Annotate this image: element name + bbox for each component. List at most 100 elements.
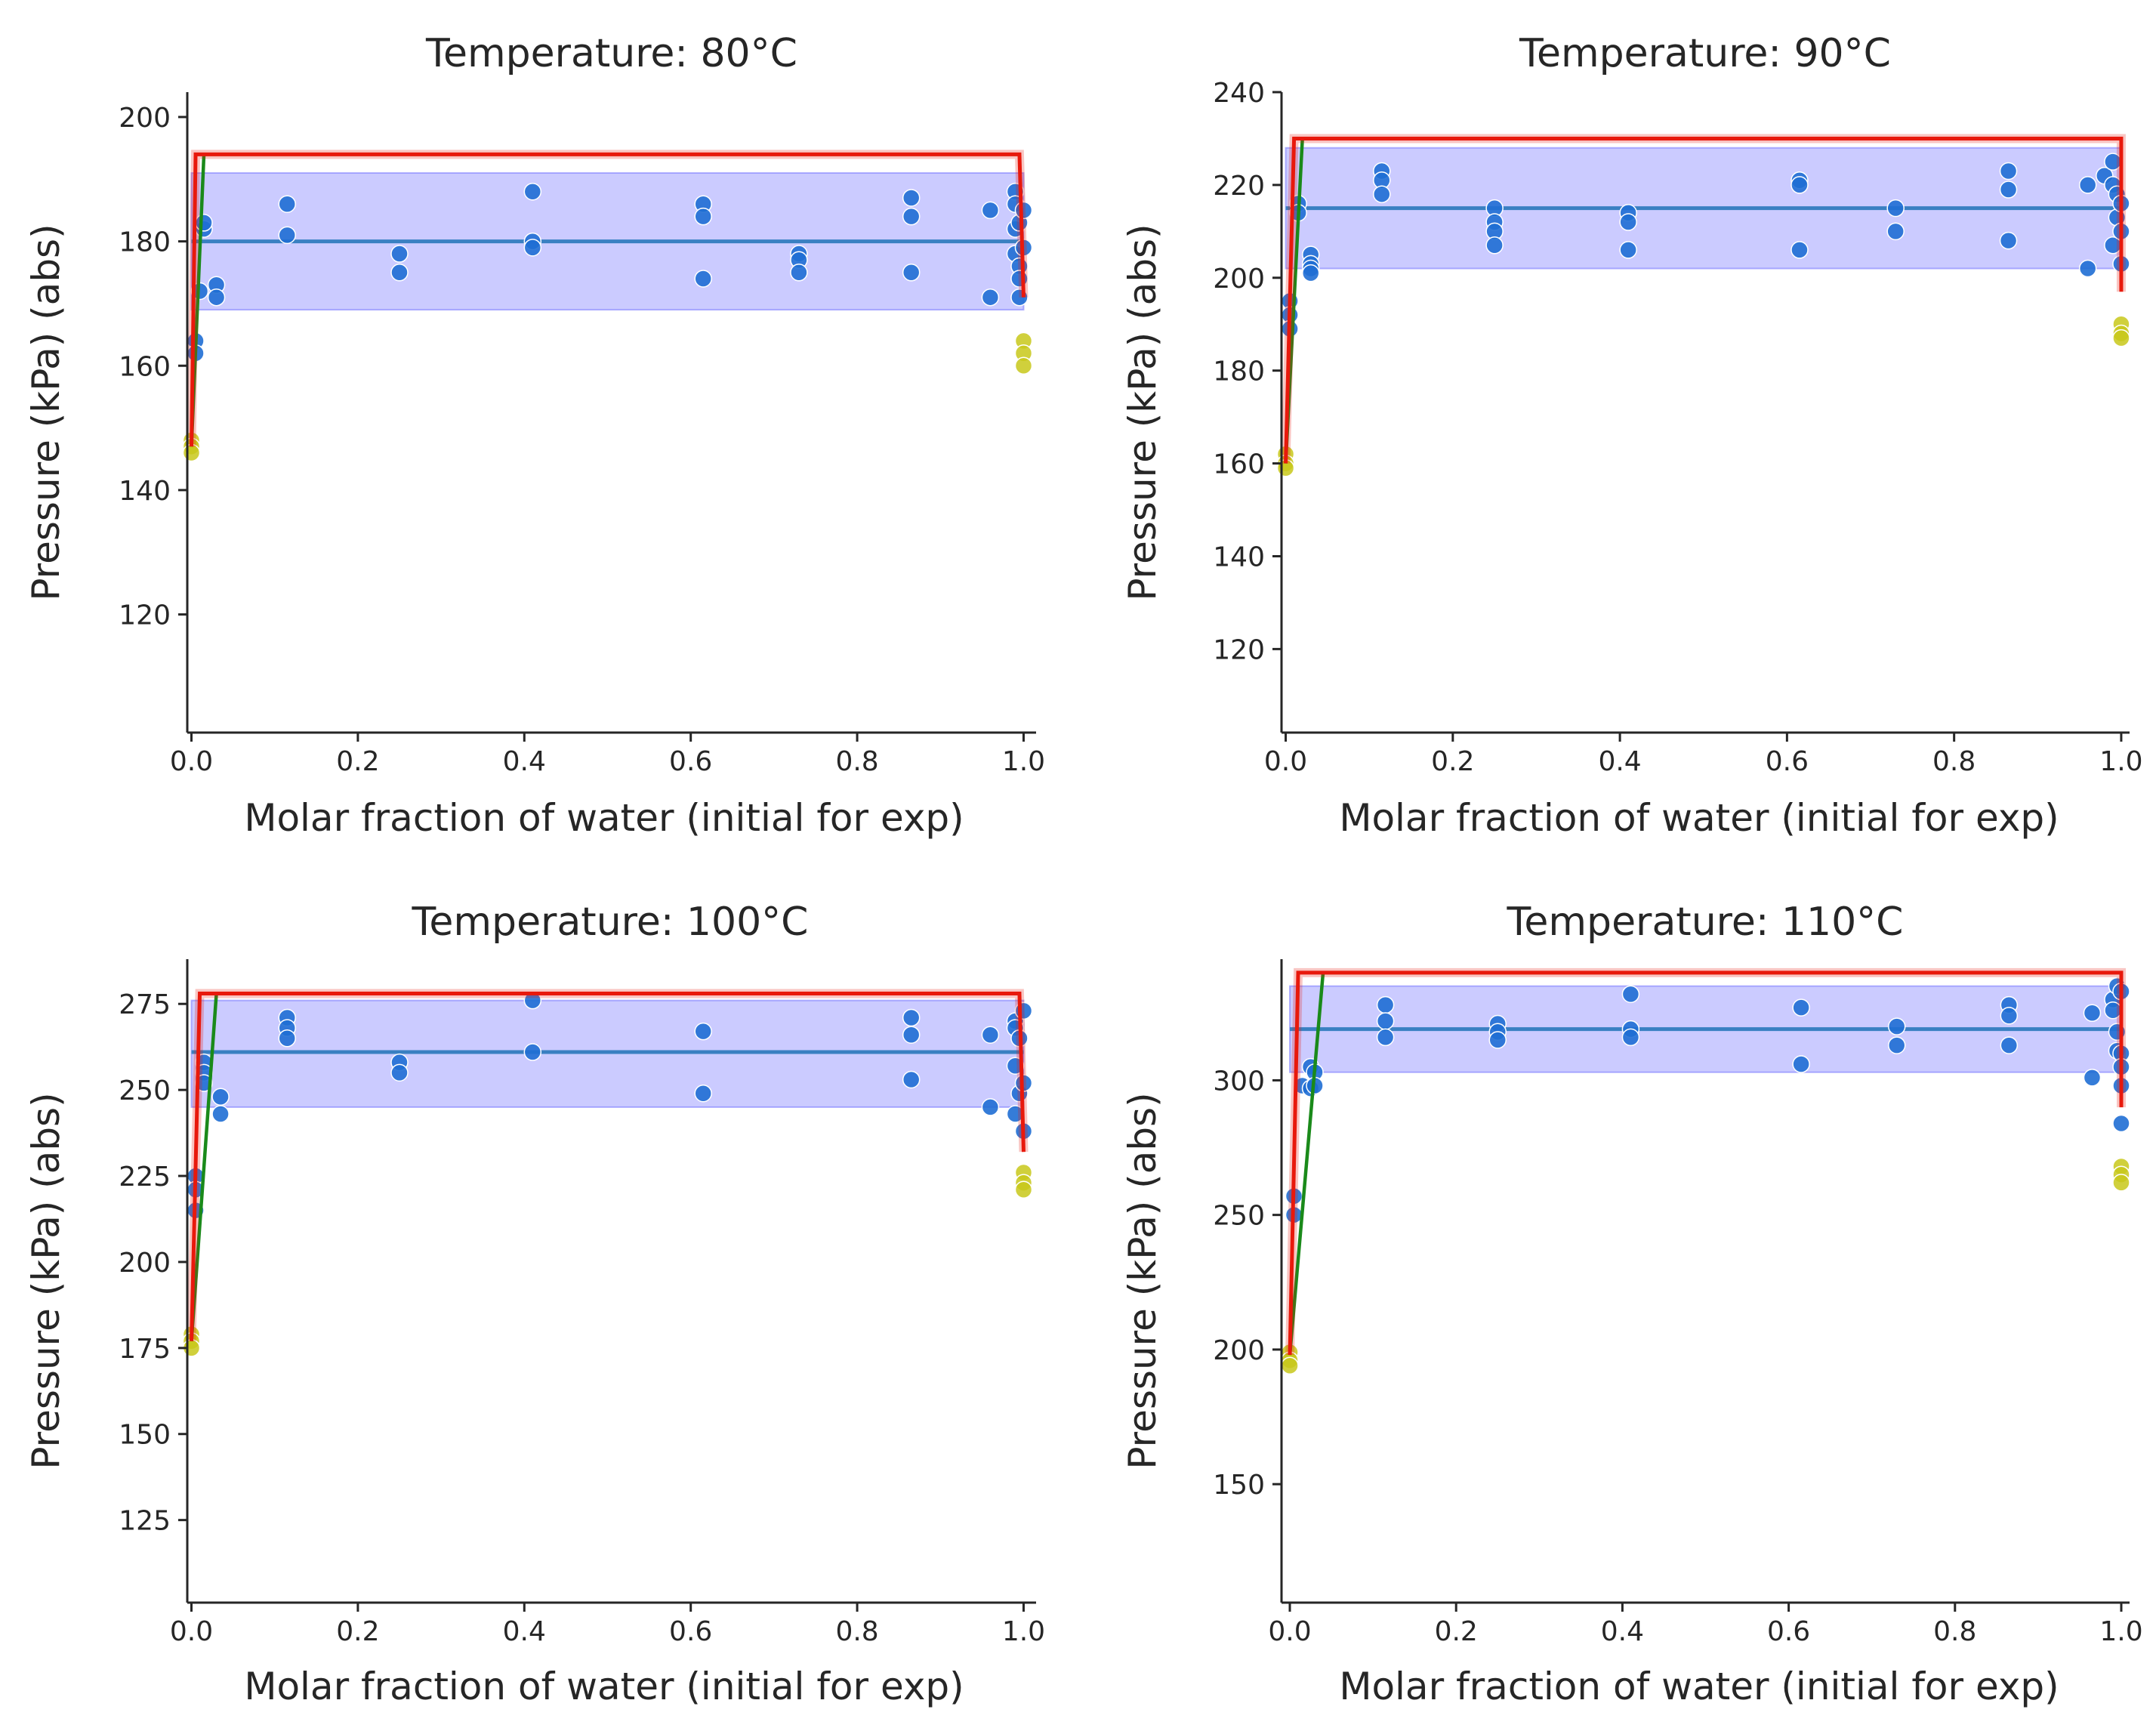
y-tick-label: 125 bbox=[119, 1506, 171, 1537]
exp-point bbox=[1621, 1028, 1640, 1047]
x-tick-label: 0.8 bbox=[1932, 746, 1976, 777]
x-tick-label: 0.8 bbox=[1933, 1616, 1976, 1647]
y-tick-label: 120 bbox=[119, 600, 171, 631]
x-tick-label: 0.0 bbox=[170, 1616, 213, 1647]
x-tick-label: 0.2 bbox=[336, 1616, 379, 1647]
exp-point bbox=[694, 207, 712, 226]
exp-point bbox=[1619, 241, 1637, 259]
x-axis-label: Molar fraction of water (initial for exp… bbox=[1339, 1665, 2059, 1708]
exp-point bbox=[2112, 1114, 2130, 1133]
y-tick-label: 220 bbox=[1213, 171, 1265, 202]
x-tick-label: 0.0 bbox=[1264, 746, 1307, 777]
pure-point bbox=[2112, 1174, 2130, 1192]
exp-point bbox=[523, 182, 542, 201]
x-axis-label: Molar fraction of water (initial for exp… bbox=[1339, 796, 2059, 840]
x-tick-label: 0.4 bbox=[1601, 1616, 1644, 1647]
exp-point bbox=[1790, 176, 1809, 194]
x-tick-label: 0.6 bbox=[1767, 1616, 1810, 1647]
exp-point bbox=[694, 1022, 712, 1041]
chart-title: Temperature: 80°C bbox=[425, 31, 797, 76]
exp-point bbox=[211, 1105, 230, 1123]
y-tick-label: 180 bbox=[1213, 356, 1265, 387]
exp-point bbox=[902, 264, 921, 282]
x-tick-label: 1.0 bbox=[2099, 1616, 2142, 1647]
x-tick-label: 0.2 bbox=[336, 746, 379, 777]
exp-point bbox=[1886, 222, 1905, 241]
exp-point bbox=[207, 288, 226, 307]
x-tick-label: 0.0 bbox=[1268, 1616, 1311, 1647]
pure-point bbox=[1281, 1356, 1299, 1375]
exp-point bbox=[981, 1098, 1000, 1116]
y-tick-label: 160 bbox=[1213, 449, 1265, 480]
exp-point bbox=[2078, 259, 2097, 278]
pure-point bbox=[182, 443, 201, 462]
exp-point bbox=[902, 1070, 921, 1089]
chart-title: Temperature: 100°C bbox=[411, 899, 808, 945]
pure-point bbox=[1014, 1180, 1033, 1199]
x-tick-label: 0.8 bbox=[835, 746, 878, 777]
y-tick-label: 180 bbox=[119, 227, 171, 258]
chart-panel-4: Temperature: 110°C 0.0 0.2 0.4 0.6 0.8 1.0 150 2… bbox=[1121, 899, 2143, 1708]
y-tick-label: 175 bbox=[119, 1334, 171, 1365]
exp-point bbox=[211, 1088, 230, 1106]
y-tick-label: 150 bbox=[1213, 1470, 1265, 1501]
exp-point bbox=[902, 1026, 921, 1044]
x-tick-label: 1.0 bbox=[1002, 1616, 1045, 1647]
model-line-red bbox=[190, 152, 1026, 447]
exp-point bbox=[902, 1008, 921, 1027]
exp-point bbox=[523, 239, 542, 257]
exp-point bbox=[1792, 1055, 1810, 1073]
exp-point bbox=[523, 1043, 542, 1061]
exp-point bbox=[1792, 998, 1810, 1017]
exp-point bbox=[2000, 1036, 2019, 1054]
exp-point bbox=[1621, 985, 1640, 1004]
exp-point bbox=[1485, 236, 1504, 255]
exp-point bbox=[1619, 213, 1637, 231]
y-tick-label: 200 bbox=[119, 103, 171, 134]
exp-point bbox=[694, 270, 712, 288]
y-tick-label: 200 bbox=[1213, 264, 1265, 295]
x-tick-label: 0.4 bbox=[1598, 746, 1641, 777]
exp-point bbox=[2000, 1007, 2019, 1025]
x-tick-label: 1.0 bbox=[2099, 746, 2142, 777]
chart-title: Temperature: 110°C bbox=[1506, 899, 1903, 945]
exp-point bbox=[1373, 185, 1391, 203]
exp-point bbox=[1999, 231, 2018, 250]
pure-point bbox=[1014, 356, 1033, 375]
exp-point bbox=[390, 264, 409, 282]
y-tick-label: 250 bbox=[119, 1075, 171, 1106]
exp-point bbox=[2083, 1004, 2102, 1023]
chart-title: Temperature: 90°C bbox=[1519, 31, 1891, 76]
y-tick-label: 240 bbox=[1213, 78, 1265, 109]
x-axis-label: Molar fraction of water (initial for exp… bbox=[244, 1665, 964, 1708]
exp-point bbox=[902, 207, 921, 226]
exp-point bbox=[981, 1026, 1000, 1044]
model-line-red bbox=[190, 992, 1026, 1341]
x-tick-label: 0.8 bbox=[835, 1616, 878, 1647]
exp-point bbox=[1376, 995, 1395, 1014]
y-tick-label: 160 bbox=[119, 351, 171, 382]
y-tick-label: 200 bbox=[119, 1248, 171, 1279]
exp-point bbox=[278, 226, 296, 245]
chart-panel-1: Temperature: 80°C 0.0 0.2 0.4 0.6 0.8 1.0 120 14… bbox=[24, 31, 1045, 840]
exp-point bbox=[1488, 1031, 1507, 1049]
y-axis-label: Pressure (kPa) (abs) bbox=[24, 1092, 68, 1469]
x-tick-label: 0.4 bbox=[503, 746, 546, 777]
y-tick-label: 120 bbox=[1213, 634, 1265, 665]
y-tick-label: 275 bbox=[119, 989, 171, 1020]
model-line-red bbox=[1284, 136, 2124, 464]
x-tick-label: 0.4 bbox=[503, 1616, 546, 1647]
exp-point bbox=[1376, 1012, 1395, 1030]
exp-point bbox=[1999, 181, 2018, 199]
x-tick-label: 0.6 bbox=[669, 746, 712, 777]
exp-point bbox=[390, 1063, 409, 1082]
chart-panel-2: Temperature: 90°C 0.0 0.2 0.4 0.6 0.8 1.0 120 14… bbox=[1121, 31, 2143, 840]
y-tick-label: 225 bbox=[119, 1162, 171, 1193]
y-axis-label: Pressure (kPa) (abs) bbox=[24, 224, 68, 600]
exp-point bbox=[1790, 241, 1809, 259]
exp-point bbox=[1886, 199, 1905, 218]
y-tick-label: 300 bbox=[1213, 1066, 1265, 1097]
x-tick-label: 0.6 bbox=[1766, 746, 1809, 777]
y-axis-label: Pressure (kPa) (abs) bbox=[1121, 1092, 1164, 1469]
